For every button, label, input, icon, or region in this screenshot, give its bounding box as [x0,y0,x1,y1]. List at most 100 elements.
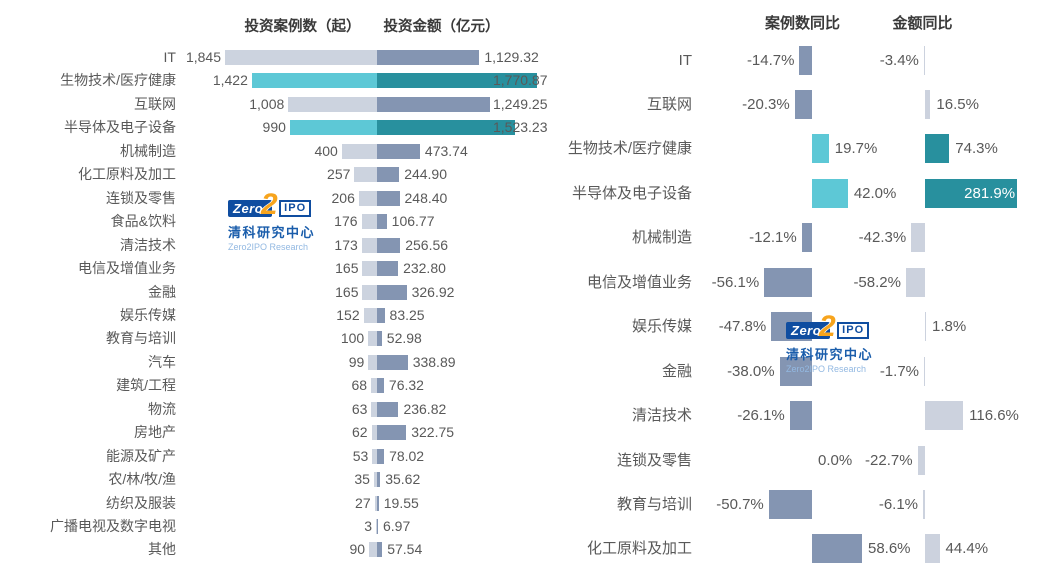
logo-zero: Zero [786,322,831,339]
category-label: 化工原料及加工 [78,166,176,183]
amount-bar [377,378,384,394]
amount-bar [377,331,382,347]
amount-yoy-value: -58.2% [853,273,901,291]
cases-yoy-value: 58.6% [867,540,911,558]
amount-bar [377,50,480,65]
amount-bar [377,190,400,206]
cases-yoy-bar [812,134,829,164]
amount-yoy-bar [925,534,940,564]
case-count-value: 165 [335,283,359,300]
category-label: 能源及矿产 [106,447,176,464]
category-label: 清洁技术 [631,407,692,425]
amount-value: 106.77 [391,213,435,230]
logo-ipo: IPO [837,322,870,339]
amount-yoy-bar [917,445,925,475]
category-label: 教育与培训 [616,496,692,513]
case-count-bar [373,472,377,488]
category-label: 电信及增值业务 [586,273,692,291]
cases-yoy-value: -56.1% [711,273,760,291]
category-label: 连锁及零售 [616,451,692,469]
category-label: 连锁及零售 [106,189,176,206]
cases-yoy-bar [794,89,812,119]
amount-bar [377,73,538,89]
category-label: 物流 [148,400,176,417]
case-count-bar [371,378,377,394]
cases-yoy-value: -38.0% [727,362,775,380]
amount-yoy-bar [924,356,925,386]
case-count-bar [372,448,377,464]
case-count-bar [371,401,377,417]
case-count-bar [251,73,377,89]
amount-yoy-value: -6.1% [878,496,919,513]
cases-yoy-bar [799,45,812,75]
cases-yoy-value: -47.8% [718,318,767,336]
amount-value: 338.89 [412,353,456,370]
case-count-bar [368,331,377,347]
cases-yoy-value: -20.3% [742,95,790,113]
case-count-value: 165 [335,260,359,277]
amount-bar [377,143,420,159]
amount-value: 248.40 [404,189,448,206]
amount-value: 326.92 [411,283,455,300]
zero2ipo-logo: Zero 2 IPO 清科研究中心 Zero2IPO Research [228,190,324,252]
amount-yoy-bar [923,490,925,519]
amount-yoy-bar [923,45,925,75]
cases-yoy-value: -26.1% [737,407,785,425]
case-count-value: 62 [351,424,368,441]
amount-yoy-bar [925,312,926,342]
amount-yoy-value: 1.8% [932,318,967,336]
case-count-value: 100 [340,330,365,347]
amount-value: 322.75 [411,424,455,441]
case-count-bar [361,237,377,253]
category-label: 其他 [148,541,176,558]
left-chart-cases-header: 投资案例数（起） [244,19,361,35]
amount-bar [377,354,408,370]
case-count-bar [362,284,377,300]
amount-value: 1,249.25 [493,95,548,112]
amount-value: 1,129.32 [484,49,539,65]
case-count-value: 173 [334,236,358,253]
amount-bar [377,237,401,253]
case-count-bar [289,120,377,136]
logo-zero: Zero [228,200,273,217]
case-count-value: 176 [334,213,358,230]
case-count-value: 400 [314,142,338,159]
amount-yoy-value: -3.4% [879,51,919,69]
amount-bar [377,284,407,300]
logo-ipo: IPO [279,200,312,217]
category-label: 娱乐传媒 [120,306,176,323]
category-label: 机械制造 [120,142,176,159]
cases-yoy-value: 0.0% [818,451,853,469]
cases-yoy-value: -14.7% [746,51,795,69]
right-chart-cases-yoy-header: 案例数同比 [764,15,840,32]
category-label: 娱乐传媒 [631,318,692,336]
category-label: 汽车 [148,353,176,370]
amount-value: 52.98 [386,330,422,347]
amount-yoy-value: 44.4% [945,540,989,558]
logo-name-en: Zero2IPO Research [786,364,867,374]
cases-yoy-value: -12.1% [749,229,797,247]
category-label: 半导体及电子设备 [571,184,692,202]
amount-bar [377,401,399,417]
cases-yoy-bar [789,401,812,431]
amount-yoy-value: 74.3% [955,140,998,158]
case-count-bar [374,495,377,511]
category-label: 纺织及服装 [106,494,176,511]
amount-bar [377,519,378,534]
case-count-bar [368,354,377,370]
category-label: 互联网 [134,95,176,112]
case-count-bar [358,190,377,206]
amount-value: 1,523.23 [493,119,548,136]
right-chart-amount-yoy-header: 金额同比 [892,15,953,32]
case-count-bar [361,214,377,230]
case-count-value: 68 [351,377,368,394]
amount-bar [377,214,387,230]
amount-value: 473.74 [424,142,468,159]
amount-value: 1,770.87 [493,72,548,89]
amount-yoy-value: 281.9% [964,184,1016,202]
category-label: 农/林/牧/渔 [108,471,176,488]
category-label: 广播电视及数字电视 [50,518,176,534]
case-count-value: 27 [355,494,371,511]
case-count-bar [363,307,377,323]
